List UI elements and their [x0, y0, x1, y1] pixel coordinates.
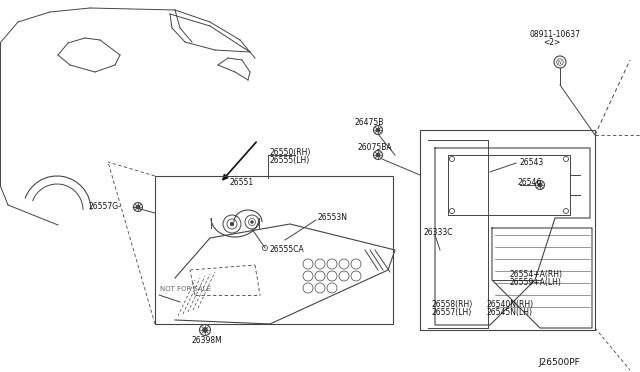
Circle shape: [376, 128, 380, 132]
Text: 26475B: 26475B: [355, 118, 385, 127]
Text: 26557(LH): 26557(LH): [432, 308, 472, 317]
Bar: [155, 176, 393, 324]
Circle shape: [202, 327, 207, 333]
Text: 26333C: 26333C: [424, 228, 454, 237]
Circle shape: [230, 222, 234, 226]
Text: 26558(RH): 26558(RH): [432, 300, 473, 309]
Text: 26551: 26551: [230, 178, 254, 187]
Text: 08911-10637: 08911-10637: [530, 30, 581, 39]
Text: N: N: [558, 60, 562, 64]
Text: 26398M: 26398M: [192, 336, 223, 345]
Circle shape: [538, 183, 542, 187]
Text: <2>: <2>: [543, 38, 560, 47]
Circle shape: [136, 205, 140, 209]
Bar: [420, 130, 595, 330]
Text: J26500PF: J26500PF: [538, 358, 580, 367]
Text: 26546: 26546: [518, 178, 542, 187]
Text: 26553N: 26553N: [318, 213, 348, 222]
Circle shape: [376, 153, 380, 157]
Text: 26559+A(LH): 26559+A(LH): [510, 278, 562, 287]
Text: 26540N(RH): 26540N(RH): [487, 300, 534, 309]
Text: 26554+A(RH): 26554+A(RH): [510, 270, 563, 279]
Text: 26555(LH): 26555(LH): [270, 156, 310, 165]
Text: 26075BA: 26075BA: [358, 143, 392, 152]
Text: 26557G-: 26557G-: [88, 202, 121, 211]
Text: NOT FOR SALE: NOT FOR SALE: [160, 286, 211, 292]
Circle shape: [250, 221, 253, 224]
Text: 26550(RH): 26550(RH): [270, 148, 312, 157]
Text: 26543: 26543: [520, 158, 544, 167]
Text: 26555CA: 26555CA: [270, 245, 305, 254]
Text: 26545N(LH): 26545N(LH): [487, 308, 533, 317]
